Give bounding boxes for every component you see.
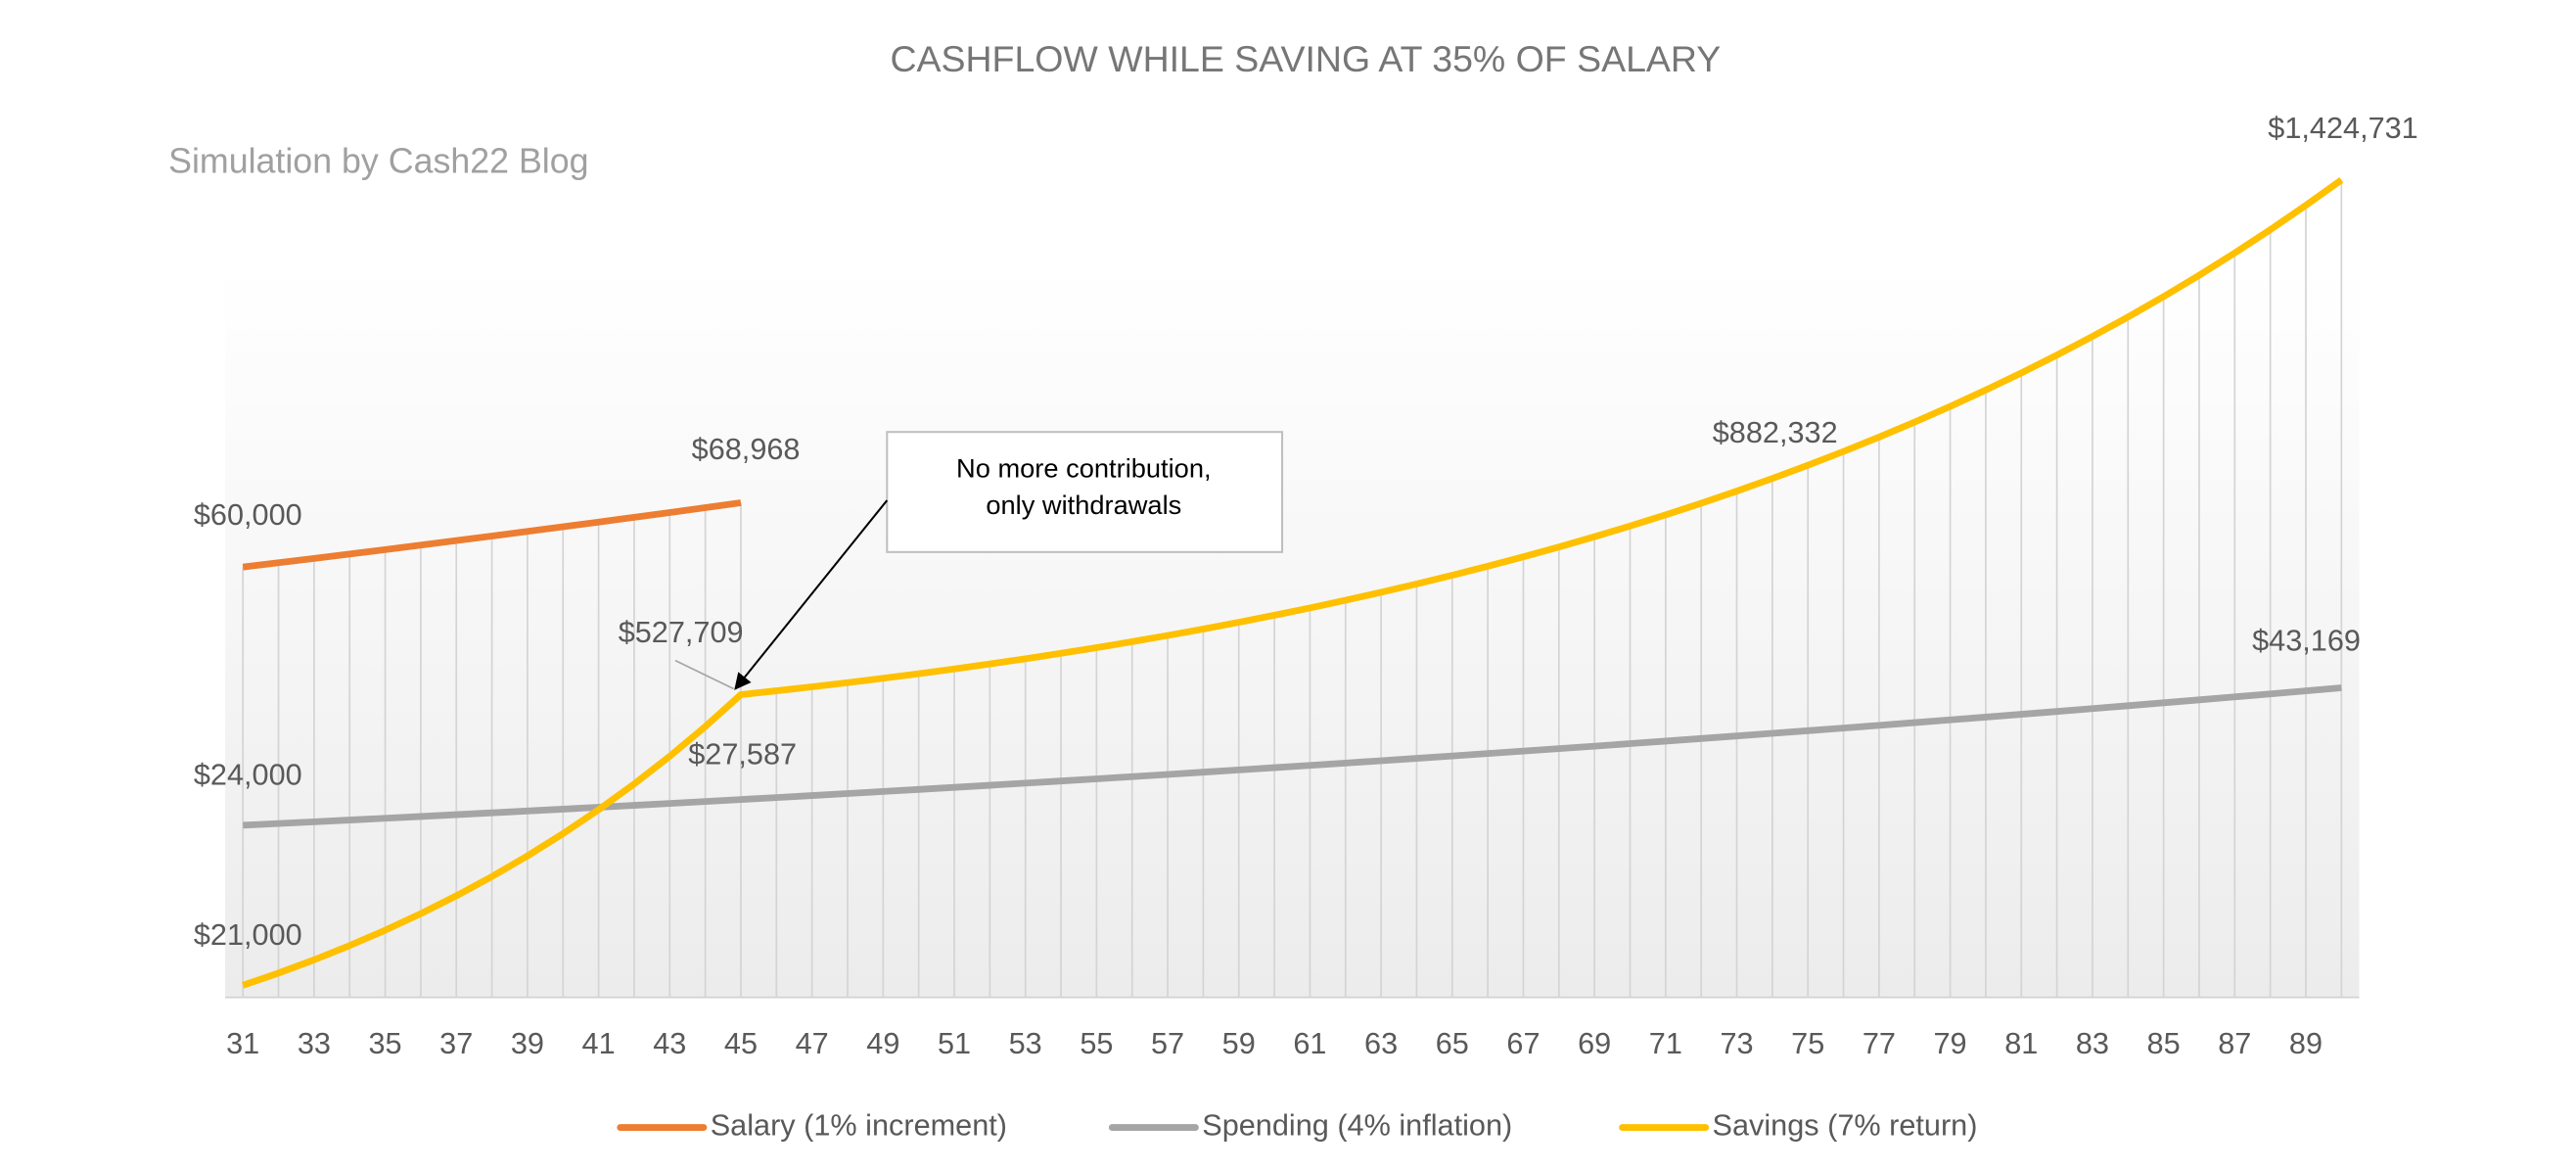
data-label: $527,709	[619, 616, 744, 649]
x-tick-label: 79	[1934, 1027, 1967, 1060]
x-tick-label: 45	[724, 1027, 758, 1060]
data-label: $27,587	[688, 737, 797, 771]
x-tick-label: 31	[226, 1027, 259, 1060]
x-tick-label: 51	[938, 1027, 971, 1060]
legend: Salary (1% increment) Spending (4% inflat…	[617, 1109, 1978, 1143]
x-tick-label: 77	[1863, 1027, 1896, 1060]
x-tick-label: 83	[2076, 1027, 2109, 1060]
x-tick-label: 69	[1578, 1027, 1611, 1060]
legend-label: Salary (1% increment)	[711, 1109, 1007, 1143]
x-tick-label: 47	[796, 1027, 829, 1060]
x-tick-label: 57	[1151, 1027, 1184, 1060]
series-line	[242, 499, 742, 571]
chart-subtitle: Simulation by Cash22 Blog	[168, 141, 588, 180]
data-label: $21,000	[194, 918, 302, 952]
x-tick-label: 53	[1009, 1027, 1042, 1060]
x-tick-label: 81	[2004, 1027, 2038, 1060]
annotation-arrow	[734, 499, 889, 690]
legend-label: Savings (7% return)	[1713, 1109, 1978, 1143]
x-tick-label: 71	[1649, 1027, 1682, 1060]
x-tick-label: 63	[1364, 1027, 1398, 1060]
label-leader	[674, 659, 734, 690]
series-lines	[242, 177, 2344, 989]
series-line	[243, 684, 2342, 829]
data-label: $60,000	[194, 498, 302, 532]
plot-background	[225, 266, 2360, 998]
x-tick-label: 87	[2218, 1027, 2251, 1060]
x-tick-label: 33	[298, 1027, 331, 1060]
x-tick-label: 73	[1720, 1027, 1753, 1060]
annotation-text: No more contribution,	[956, 453, 1212, 484]
x-tick-label: 37	[439, 1027, 473, 1060]
x-tick-label: 89	[2289, 1027, 2323, 1060]
drop-lines	[242, 179, 2343, 998]
data-label: $1,424,731	[2268, 112, 2417, 145]
x-tick-label: 35	[369, 1027, 402, 1060]
annotation-box	[886, 431, 1284, 553]
x-tick-label: 61	[1293, 1027, 1326, 1060]
legend-label: Spending (4% inflation)	[1202, 1109, 1512, 1143]
data-label: $24,000	[194, 759, 302, 792]
annotation-text: only withdrawals	[986, 490, 1181, 520]
x-tick-label: 85	[2147, 1027, 2181, 1060]
x-tick-label: 55	[1080, 1027, 1113, 1060]
x-tick-label: 43	[653, 1027, 686, 1060]
data-label: $68,968	[692, 433, 801, 466]
data-labels: $60,000 $68,968 $24,000 $27,587 $43,169 $21,0…	[194, 112, 2418, 952]
data-label: $43,169	[2252, 625, 2361, 658]
x-ticks: 31 33 35 37 39 41 43 45 47 49 51 53 55 57 59 61 63 65 67 69…	[226, 1027, 2323, 1060]
x-tick-label: 49	[866, 1027, 899, 1060]
x-tick-label: 67	[1506, 1027, 1540, 1060]
x-tick-label: 75	[1791, 1027, 1824, 1060]
x-tick-label: 39	[511, 1027, 544, 1060]
series-line	[242, 177, 2344, 989]
data-label: $882,332	[1713, 416, 1838, 449]
chart-title: CASHFLOW WHILE SAVING AT 35% OF SALARY	[890, 38, 1721, 79]
x-tick-label: 65	[1436, 1027, 1469, 1060]
x-tick-label: 59	[1222, 1027, 1256, 1060]
x-tick-label: 41	[582, 1027, 616, 1060]
